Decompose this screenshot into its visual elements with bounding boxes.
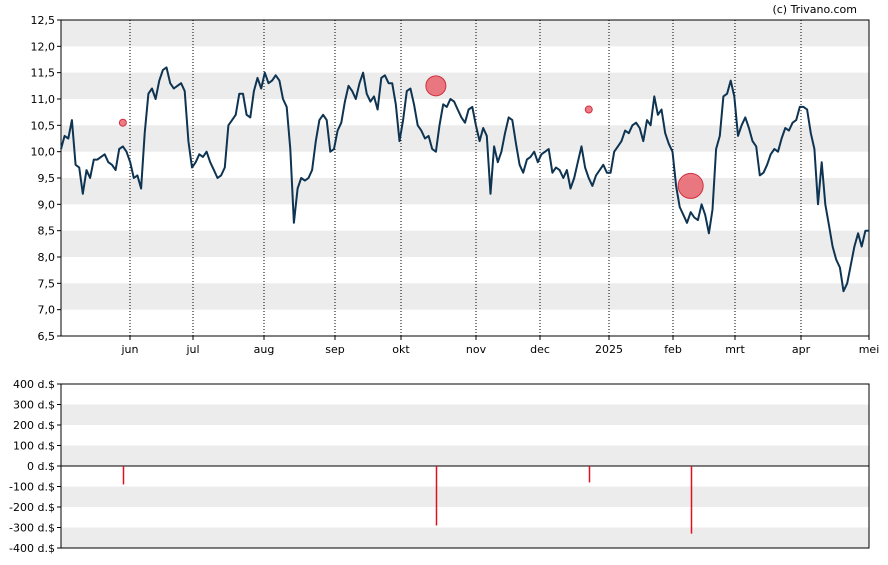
y-tick-label: 8,0	[38, 251, 56, 264]
y-tick-label: -400 d.$	[9, 542, 55, 555]
insider-marker	[118, 118, 127, 127]
grid-band	[61, 20, 869, 47]
grid-band	[61, 445, 869, 466]
y-tick-label: 10,0	[31, 146, 56, 159]
x-tick-label-mei: mei	[859, 343, 880, 356]
x-tick-label-2025: 2025	[595, 343, 623, 356]
y-tick-label: -300 d.$	[9, 522, 55, 535]
y-tick-label: 12,5	[31, 14, 56, 27]
x-tick-label-mrt: mrt	[725, 343, 745, 356]
y-tick-label: 8,5	[38, 225, 56, 238]
x-tick-label-nov: nov	[466, 343, 487, 356]
y-tick-label: 10,5	[31, 119, 56, 132]
insider-marker	[425, 75, 447, 97]
y-tick-label: 9,0	[38, 198, 56, 211]
y-tick-label: 200 d.$	[13, 419, 55, 432]
y-tick-label: -200 d.$	[9, 501, 55, 514]
plot-frame	[60, 19, 870, 337]
grid-band	[61, 486, 869, 507]
y-tick-label: -100 d.$	[9, 481, 55, 494]
y-tick-label: 300 d.$	[13, 399, 55, 412]
x-tick-label-sep: sep	[325, 343, 344, 356]
price-line	[60, 66, 869, 293]
x-tick-label-aug: aug	[254, 343, 275, 356]
x-tick-label-feb: feb	[664, 343, 682, 356]
x-tick-label-apr: apr	[792, 343, 811, 356]
grid-band	[61, 230, 869, 257]
x-tick-label-dec: dec	[530, 343, 550, 356]
y-tick-label: 11,0	[31, 93, 56, 106]
grid-band	[61, 404, 869, 425]
y-tick-label: 0 d.$	[27, 460, 55, 473]
y-tick-label: 7,0	[38, 304, 56, 317]
volume-chart: 400 d.$ 300 d.$ 200 d.$ 100 d.$ 0 d.$ -100 d.…	[9, 378, 870, 555]
y-tick-label: 7,5	[38, 277, 56, 290]
y-tick-label: 11,5	[31, 67, 56, 80]
grid-band	[61, 527, 869, 548]
grid-band	[61, 178, 869, 205]
grid-band	[61, 125, 869, 152]
x-tick-label-okt: okt	[392, 343, 410, 356]
insider-marker	[677, 172, 704, 199]
insider-marker	[584, 105, 593, 114]
x-tick-label-jun: jun	[121, 343, 139, 356]
y-tick-label: 12,0	[31, 40, 56, 53]
price-chart: jun jul aug sep okt nov dec 2025 feb mrt apr mei 6,5…	[31, 14, 880, 356]
grid-band	[61, 283, 869, 310]
y-tick-label: 400 d.$	[13, 378, 55, 391]
credit-label: (c) Trivano.com	[772, 3, 857, 16]
x-tick-label-jul: jul	[185, 343, 199, 356]
y-tick-label: 9,5	[38, 172, 56, 185]
y-tick-label: 100 d.$	[13, 440, 55, 453]
y-tick-label: 6,5	[38, 330, 56, 343]
